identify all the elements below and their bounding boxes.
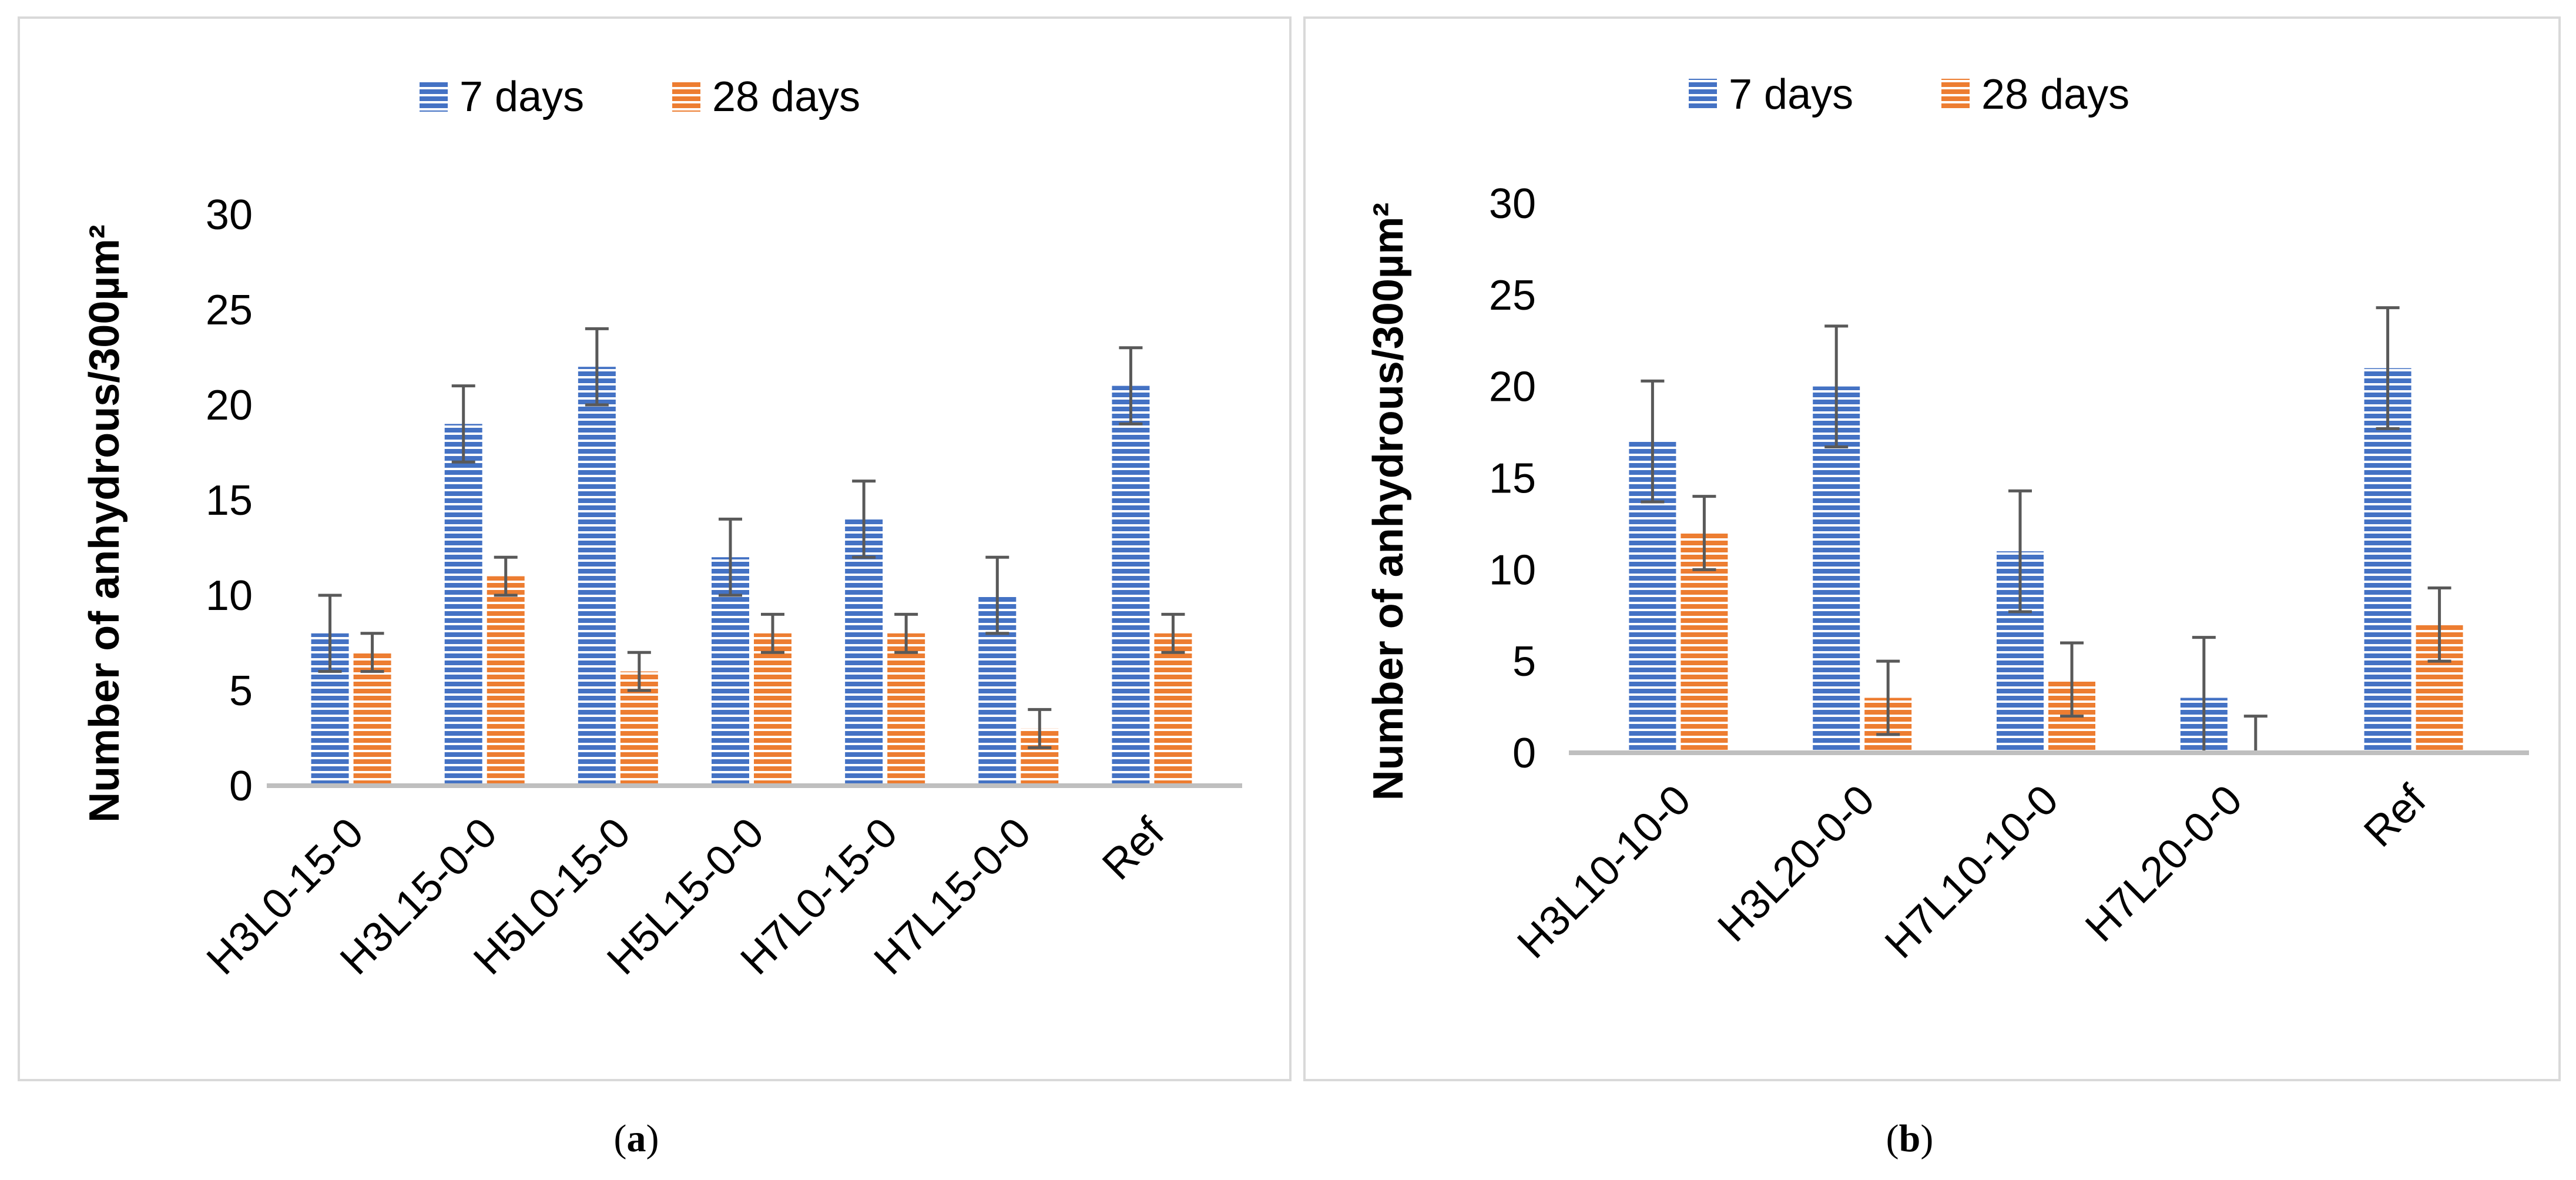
category-label: H7L20-0-0 (2077, 776, 2251, 951)
category-label: H3L20-0-0 (1709, 776, 1883, 951)
category-label: Ref (2355, 776, 2435, 856)
bar-7-days (578, 367, 616, 786)
chart-panel-b: 0 5 10 15 20 25 30 Number of anhydrous/300µm² H3… (1303, 16, 2561, 1081)
y-tick-label: 25 (1489, 272, 1536, 319)
legend-label: 7 days (1729, 71, 1853, 118)
bar-28-days (754, 633, 791, 786)
caption-b: (b) (1886, 1117, 1934, 1160)
bar-7-days (1112, 385, 1150, 786)
bar-28-days (487, 576, 525, 786)
y-tick-label: 5 (229, 668, 253, 715)
chart-b-svg: 0 5 10 15 20 25 30 Number of anhydrous/300µm² H3… (1365, 71, 2529, 967)
y-axis-title: Number of anhydrous/300µm² (81, 224, 128, 823)
legend-label: 28 days (712, 73, 860, 120)
y-tick-label: 0 (229, 763, 253, 810)
y-tick-label: 15 (206, 477, 253, 524)
legend-label: 7 days (459, 73, 584, 120)
y-tick-label: 0 (1512, 730, 1536, 777)
y-axis-title: Number of anhydrous/300µm² (1365, 203, 1412, 801)
legend: 7 days 28 days (420, 73, 860, 120)
bar-28-days (887, 633, 925, 786)
bar-7-days (845, 519, 883, 786)
y-tick-label: 15 (1489, 455, 1536, 502)
y-tick-label: 20 (206, 382, 253, 429)
chart-panel-a: 0 5 10 15 20 25 30 Number of anhydrous/300µm² H3… (18, 16, 1292, 1081)
category-label: H7L10-10-0 (1876, 776, 2067, 967)
bar-7-days (444, 424, 482, 786)
y-tick-label: 25 (206, 287, 253, 334)
legend-swatch-28-days (1941, 79, 1970, 109)
y-tick-label: 20 (1489, 364, 1536, 411)
y-tick-label: 10 (1489, 547, 1536, 594)
legend: 7 days 28 days (1689, 71, 2129, 118)
category-label: Ref (1094, 809, 1173, 889)
legend-label: 28 days (1981, 71, 2129, 118)
bar-28-days (1154, 633, 1192, 786)
legend-swatch-7-days (1689, 79, 1717, 109)
y-tick-label: 5 (1512, 638, 1536, 685)
category-label: H3L10-10-0 (1508, 776, 1699, 967)
y-tick-label: 30 (206, 192, 253, 239)
legend-swatch-7-days (420, 81, 448, 112)
bar-7-days (2364, 368, 2411, 753)
legend-swatch-28-days (672, 81, 700, 112)
y-tick-label: 10 (206, 572, 253, 619)
y-tick-label: 30 (1489, 180, 1536, 227)
bar-28-days (353, 652, 391, 786)
caption-a: (a) (613, 1117, 659, 1160)
